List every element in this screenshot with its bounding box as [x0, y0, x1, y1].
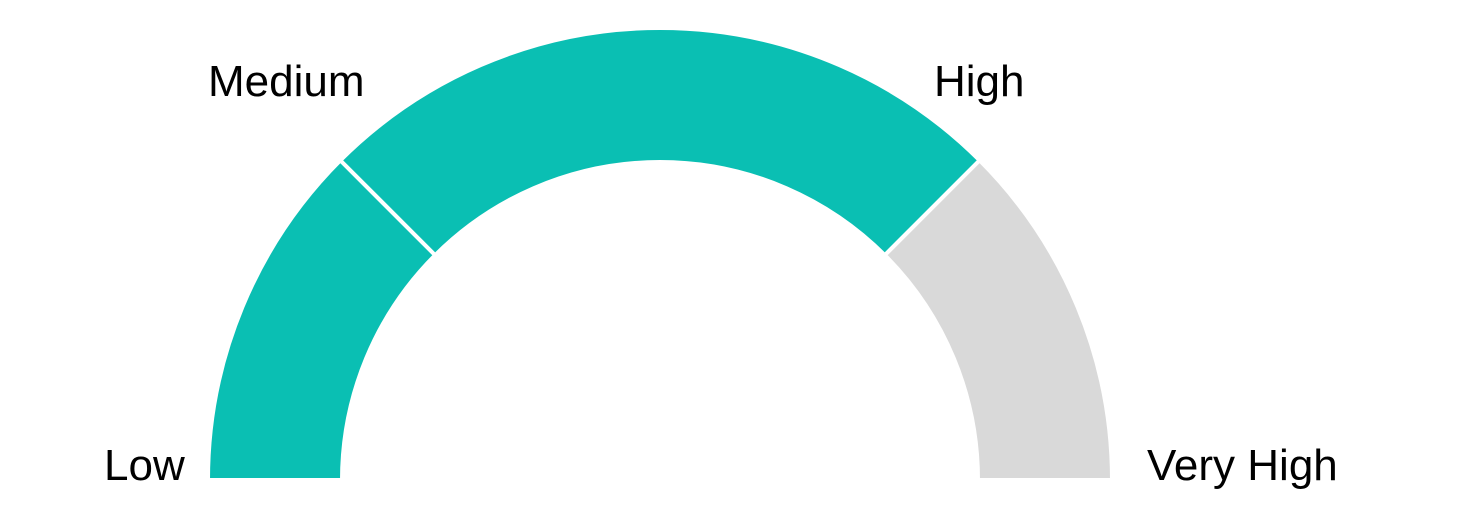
gauge-segment-1: [337, 26, 983, 258]
label-very-high: Very High: [1147, 441, 1338, 490]
label-medium: Medium: [208, 57, 365, 106]
gauge-segment-2: [882, 157, 1115, 482]
label-high: High: [934, 57, 1025, 106]
label-low: Low: [104, 441, 185, 490]
